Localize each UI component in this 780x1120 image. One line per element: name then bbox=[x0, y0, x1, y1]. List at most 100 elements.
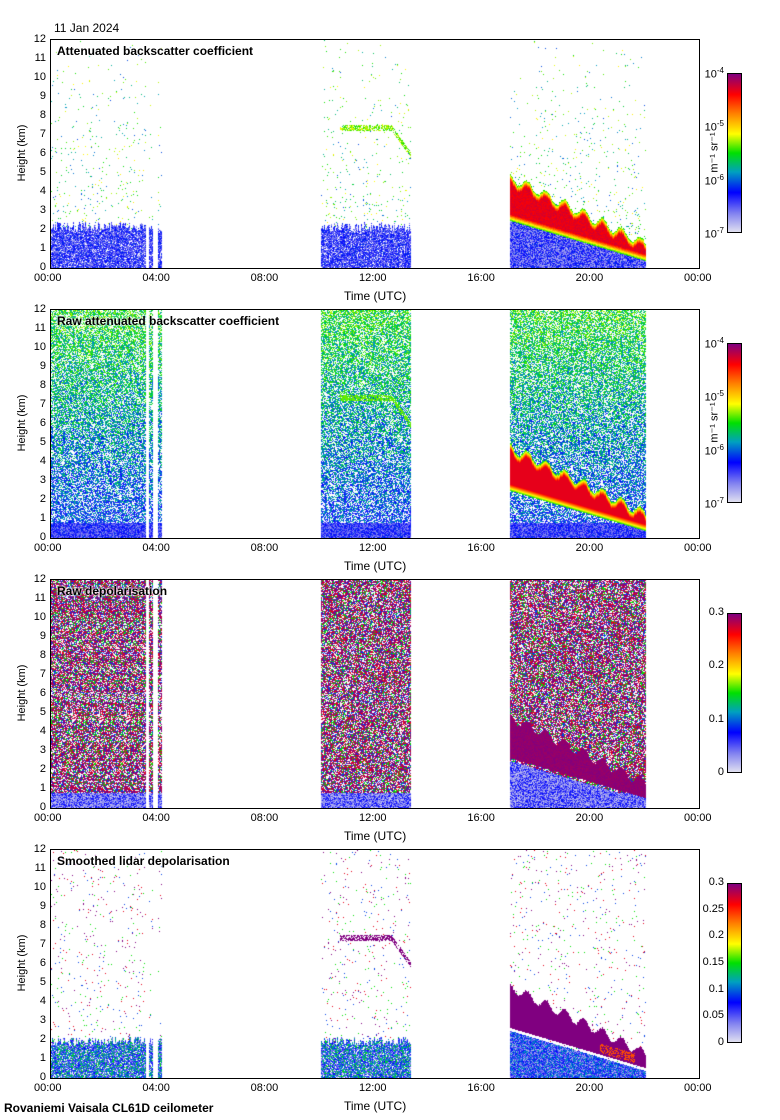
x-axis-label: Time (UTC) bbox=[344, 829, 407, 843]
station-label: Rovaniemi Vaisala CL61D ceilometer bbox=[4, 1101, 214, 1115]
colorbar-tick-label: 0.1 bbox=[674, 983, 724, 995]
y-tick-label: 6 bbox=[39, 687, 46, 699]
y-tick-label: 5 bbox=[39, 706, 46, 718]
y-tick-label: 6 bbox=[39, 957, 46, 969]
colorbar bbox=[727, 343, 742, 503]
colorbar bbox=[727, 613, 742, 773]
x-axis-label: Time (UTC) bbox=[344, 559, 407, 573]
y-tick-label: 3 bbox=[39, 744, 46, 756]
tick-base: 0.3 bbox=[708, 876, 724, 888]
x-tick-label: 16:00 bbox=[467, 542, 495, 554]
y-tick-label: 7 bbox=[39, 668, 46, 680]
x-tick-label: 12:00 bbox=[359, 1082, 387, 1094]
tick-exponent: -5 bbox=[716, 119, 724, 129]
plot-title: Smoothed lidar depolarisation bbox=[57, 854, 230, 868]
y-axis-label: Height (km) bbox=[16, 394, 28, 452]
y-tick-label: 8 bbox=[39, 919, 46, 931]
y-tick-label: 0 bbox=[39, 261, 46, 273]
colorbar-tick-label: 0 bbox=[674, 1036, 724, 1048]
colorbar-tick-label: 0.05 bbox=[674, 1009, 724, 1021]
y-tick-label: 8 bbox=[39, 649, 46, 661]
x-tick-label: 20:00 bbox=[575, 272, 604, 284]
y-tick-label: 9 bbox=[39, 360, 46, 372]
x-tick-label: 20:00 bbox=[575, 542, 604, 554]
x-tick-label: 00:00 bbox=[34, 812, 62, 824]
y-tick-label: 9 bbox=[39, 900, 46, 912]
y-tick-label: 2 bbox=[39, 763, 46, 775]
heatmap-canvas bbox=[51, 40, 699, 268]
tick-exponent: -6 bbox=[716, 172, 724, 182]
plot-area: Raw attenuated backscatter coefficient bbox=[50, 309, 700, 539]
x-tick-label: 20:00 bbox=[575, 812, 604, 824]
y-tick-label: 12 bbox=[33, 303, 46, 315]
x-tick-label: 00:00 bbox=[34, 1082, 62, 1094]
x-tick-label: 00:00 bbox=[684, 542, 712, 554]
y-tick-label: 8 bbox=[39, 379, 46, 391]
tick-base: 10 bbox=[704, 498, 717, 511]
tick-exponent: -4 bbox=[716, 66, 724, 75]
tick-base: 0.1 bbox=[708, 712, 724, 725]
tick-base: 0.25 bbox=[702, 902, 724, 915]
y-tick-label: 7 bbox=[39, 938, 46, 950]
y-axis-label: Height (km) bbox=[16, 124, 28, 182]
y-axis-label: Height (km) bbox=[16, 664, 28, 722]
y-tick-label: 0 bbox=[39, 801, 46, 813]
colorbar-tick-label: 0 bbox=[674, 766, 724, 778]
colorbar-unit: m⁻¹ sr⁻¹ bbox=[708, 402, 721, 443]
y-tick-label: 11 bbox=[34, 52, 46, 64]
date-label: 11 Jan 2024 bbox=[54, 21, 120, 35]
tick-base: 0.1 bbox=[708, 982, 724, 995]
colorbar-unit: m⁻¹ sr⁻¹ bbox=[708, 132, 721, 173]
x-tick-label: 16:00 bbox=[467, 1082, 495, 1094]
y-tick-label: 2 bbox=[39, 493, 46, 505]
y-tick-label: 8 bbox=[39, 109, 46, 121]
y-tick-label: 3 bbox=[39, 474, 46, 486]
y-tick-label: 7 bbox=[39, 128, 46, 140]
colorbar-tick-label: 10-6 bbox=[674, 173, 724, 188]
colorbar-tick-label: 10-4 bbox=[674, 336, 724, 351]
colorbar-tick-label: 10-5 bbox=[674, 389, 724, 404]
tick-base: 10 bbox=[704, 338, 717, 351]
tick-base: 0 bbox=[717, 1036, 724, 1048]
y-tick-label: 1 bbox=[39, 242, 46, 254]
x-tick-label: 00:00 bbox=[684, 1082, 712, 1094]
y-tick-label: 0 bbox=[39, 531, 46, 543]
x-tick-label: 16:00 bbox=[467, 812, 495, 824]
colorbar-tick-label: 0.3 bbox=[674, 606, 724, 618]
y-tick-label: 10 bbox=[33, 611, 46, 623]
colorbar-tick-label: 10-5 bbox=[674, 119, 724, 134]
tick-base: 0 bbox=[717, 766, 724, 778]
plot-area: Attenuated backscatter coefficient bbox=[50, 39, 700, 269]
y-tick-label: 12 bbox=[33, 573, 46, 585]
colorbar-tick-label: 0.1 bbox=[674, 713, 724, 725]
x-tick-label: 08:00 bbox=[250, 812, 279, 824]
y-tick-label: 3 bbox=[39, 204, 46, 216]
x-tick-label: 00:00 bbox=[684, 812, 712, 824]
colorbar bbox=[727, 883, 742, 1043]
y-tick-label: 5 bbox=[39, 976, 46, 988]
colorbar-tick-label: 0.25 bbox=[674, 903, 724, 915]
y-tick-label: 10 bbox=[33, 881, 46, 893]
y-tick-label: 12 bbox=[33, 843, 46, 855]
tick-base: 10 bbox=[704, 391, 717, 404]
y-tick-label: 9 bbox=[39, 630, 46, 642]
y-tick-label: 4 bbox=[39, 455, 46, 467]
x-tick-label: 16:00 bbox=[467, 272, 495, 284]
plot-title: Raw attenuated backscatter coefficient bbox=[57, 314, 280, 328]
x-tick-label: 08:00 bbox=[250, 542, 279, 554]
tick-base: 0.15 bbox=[702, 956, 724, 968]
y-tick-label: 1 bbox=[39, 512, 46, 524]
heatmap-canvas bbox=[51, 850, 699, 1078]
tick-exponent: -7 bbox=[716, 496, 724, 505]
y-tick-label: 4 bbox=[39, 995, 46, 1007]
heatmap-canvas bbox=[51, 310, 699, 538]
x-tick-label: 08:00 bbox=[250, 272, 279, 284]
x-tick-label: 04:00 bbox=[142, 1082, 170, 1094]
colorbar-tick-label: 10-4 bbox=[674, 66, 724, 81]
colorbar-tick-label: 10-7 bbox=[674, 496, 724, 511]
x-tick-label: 12:00 bbox=[359, 812, 387, 824]
plot-area: Smoothed lidar depolarisation bbox=[50, 849, 700, 1079]
colorbar-tick-label: 0.2 bbox=[674, 659, 724, 671]
tick-base: 10 bbox=[704, 121, 717, 134]
tick-base: 0.05 bbox=[702, 1009, 724, 1022]
